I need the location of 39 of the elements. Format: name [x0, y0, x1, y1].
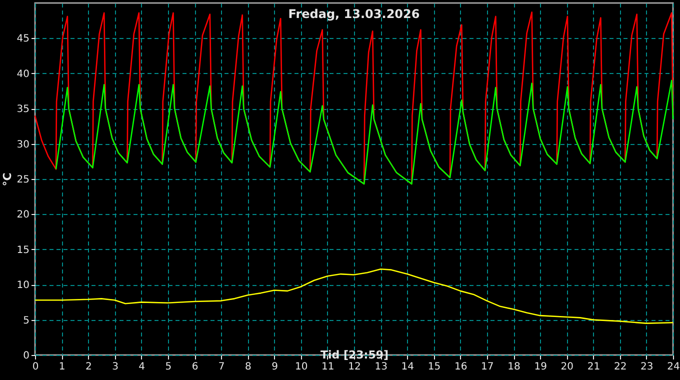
x-tick-label: 9 [272, 362, 278, 372]
x-tick-label: 7 [218, 362, 225, 372]
x-tick-label: 12 [348, 362, 361, 372]
chart-title: Fredag, 13.03.2026 [288, 7, 420, 21]
x-tick-label: 14 [401, 362, 414, 372]
x-tick-label: 20 [560, 362, 574, 372]
x-tick-label: 15 [428, 362, 441, 372]
x-tick-label: 5 [165, 362, 172, 372]
y-tick-label: 30 [16, 139, 30, 150]
y-tick-label: 35 [16, 104, 30, 116]
x-tick-label: 22 [614, 362, 627, 372]
x-tick-label: 13 [374, 362, 388, 372]
y-tick-label: 20 [16, 210, 30, 221]
y-axis-title: °C [0, 172, 14, 186]
x-tick-label: 11 [322, 362, 334, 372]
x-tick-label: 2 [85, 362, 92, 372]
x-tick-label: 0 [32, 362, 39, 372]
x-tick-label: 16 [454, 362, 468, 372]
y-tick-label: 25 [16, 174, 30, 186]
line-series [34, 268, 674, 324]
x-tick-label: 23 [640, 362, 654, 372]
x-tick-label: 18 [508, 362, 520, 372]
y-tick-label: 0 [23, 350, 30, 362]
y-tick-label: 40 [16, 68, 30, 80]
x-tick-label: 10 [294, 362, 308, 372]
y-tick-label: 10 [16, 280, 30, 292]
x-tick-label: 8 [244, 362, 252, 372]
x-tick-label: 3 [112, 362, 118, 372]
line-series [55, 80, 674, 185]
x-tick-label: 6 [192, 362, 198, 372]
x-tick-label: 21 [587, 362, 600, 372]
y-tick-label: 15 [16, 244, 30, 256]
x-tick-label: 17 [481, 362, 494, 372]
y-tick-label: 5 [23, 315, 30, 326]
x-tick-label: 4 [138, 362, 146, 372]
x-tick-label: 19 [534, 362, 547, 372]
x-tick-label: 24 [667, 362, 680, 372]
y-tick-label: 45 [16, 34, 30, 45]
x-tick-label: 1 [58, 362, 66, 372]
